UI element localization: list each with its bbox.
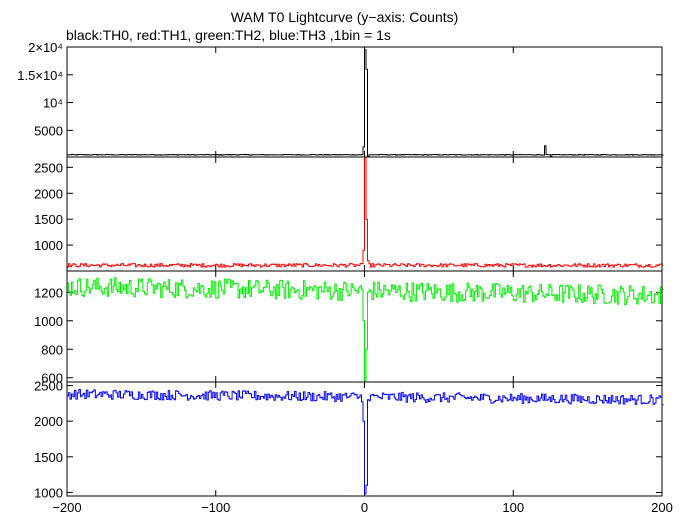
x-tick-label: −200 (52, 500, 81, 515)
y-tick-label: 800 (41, 342, 63, 357)
x-tick-label: 100 (502, 500, 524, 515)
x-tick-label: −100 (201, 500, 230, 515)
panel-frame (66, 381, 663, 497)
series-line-TH1 (67, 156, 664, 268)
series-line-TH0 (67, 49, 664, 157)
y-tick-label: 2000 (34, 414, 63, 429)
series-line-TH3 (67, 389, 664, 495)
y-tick-label: 1000 (34, 314, 63, 329)
y-tick-label: 2500 (34, 160, 63, 175)
y-tick-label: 600 (41, 371, 63, 386)
y-tick-label: 1500 (34, 450, 63, 465)
y-tick-label: 2500 (34, 379, 63, 394)
chart-title: WAM T0 Lightcurve (y−axis: Counts) (230, 9, 459, 25)
y-tick-label: 2×10⁴ (28, 40, 63, 55)
y-tick-label: 1000 (34, 485, 63, 500)
y-tick-label: 1200 (34, 285, 63, 300)
y-tick-label: 5000 (34, 123, 63, 138)
chart-subtitle: black:TH0, red:TH1, green:TH2, blue:TH3 … (66, 27, 391, 43)
x-tick-label: 0 (361, 500, 368, 515)
series-line-TH2 (67, 277, 664, 382)
x-tick-label: 200 (651, 500, 673, 515)
y-tick-label: 1.5×10⁴ (17, 68, 63, 83)
y-tick-label: 10⁴ (43, 96, 63, 111)
y-tick-label: 1000 (34, 238, 63, 253)
y-tick-label: 2000 (34, 186, 63, 201)
y-tick-label: 1500 (34, 212, 63, 227)
